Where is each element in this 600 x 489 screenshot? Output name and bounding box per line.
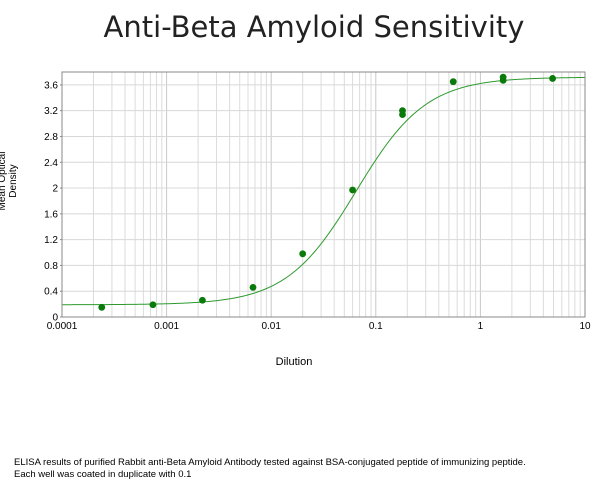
y-tick-label: 1.6	[44, 209, 58, 220]
y-tick-label: 0.8	[44, 261, 58, 272]
chart-title: Anti-Beta Amyloid Sensitivity	[103, 10, 525, 44]
x-tick-label: 0.001	[154, 321, 179, 332]
data-point	[199, 296, 206, 304]
data-point	[399, 107, 406, 115]
plot-frame	[61, 71, 586, 318]
y-tick-label: 0	[52, 313, 58, 324]
y-tick-label: 3.2	[44, 106, 58, 117]
x-tick-label: 1	[478, 321, 484, 332]
data-point	[449, 78, 457, 86]
data-point	[98, 303, 106, 311]
fit-curve	[62, 76, 586, 306]
y-tick-label: 2.8	[44, 132, 58, 143]
x-tick-label: 0.1	[369, 321, 383, 332]
fit-curve-layer	[62, 76, 586, 306]
caption: ELISA results of purified Rabbit anti-Be…	[14, 457, 594, 481]
data-point	[149, 301, 157, 309]
data-points	[98, 73, 556, 311]
axes	[61, 71, 586, 318]
data-point	[249, 283, 257, 291]
y-tick-label: 2	[52, 184, 58, 195]
y-tick-label: 2.4	[44, 158, 58, 169]
data-point	[349, 186, 356, 194]
x-tick-label: 10	[579, 321, 591, 332]
caption-line-1: ELISA results of purified Rabbit anti-Be…	[14, 457, 526, 468]
y-tick-label: 0.4	[44, 287, 58, 298]
x-tick-labels: 0.0001 0.001 0.01 0.1 1 10	[47, 321, 591, 332]
y-tick-labels: 0 0.4 0.8 1.2 1.6 2 2.4 2.8 3.2 3.6	[44, 80, 62, 324]
x-tick-label: 0.01	[261, 321, 281, 332]
x-axis-label: Dilution	[275, 356, 313, 368]
y-tick-label: 3.6	[44, 80, 58, 91]
grid-lines	[61, 72, 585, 318]
caption-line-2: Each well was coated in duplicate with 0…	[14, 469, 192, 480]
data-point	[549, 75, 556, 82]
data-point	[499, 73, 507, 81]
y-tick-label: 1.2	[44, 235, 58, 246]
x-tick-label: 0.0001	[47, 321, 78, 332]
data-point	[299, 250, 307, 258]
